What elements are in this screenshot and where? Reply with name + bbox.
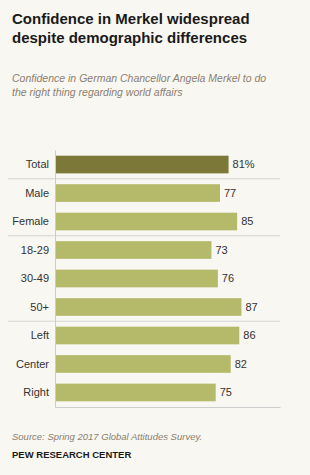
data-label: 85 bbox=[241, 215, 253, 227]
y-tick-label: Left bbox=[31, 329, 49, 341]
text-line: despite demographic differences bbox=[12, 29, 247, 46]
separator bbox=[8, 178, 280, 179]
y-tick: Right bbox=[23, 386, 55, 398]
y-axis-line bbox=[55, 151, 56, 408]
data-label: 76 bbox=[222, 272, 234, 284]
bar bbox=[55, 327, 239, 345]
plot: 81% 77 85 73 76 87 86 82 75 Total Male Female 18-29 3… bbox=[8, 151, 281, 408]
title: Confidence in Merkel widespread despite d… bbox=[12, 10, 250, 46]
x-axis-line bbox=[56, 407, 281, 408]
bar bbox=[55, 156, 229, 174]
bar bbox=[55, 298, 241, 316]
bar bbox=[55, 184, 220, 202]
y-tick-label: Right bbox=[23, 386, 49, 398]
y-tick: 18-29 bbox=[21, 244, 55, 256]
data-label: 73 bbox=[215, 244, 227, 256]
data-label: 77 bbox=[224, 187, 236, 199]
data-label: 87 bbox=[245, 301, 257, 313]
subtitle: Confidence in German Chancellor Angela M… bbox=[12, 72, 266, 98]
y-axis: Total Male Female 18-29 30-49 50+ Left Center Ri… bbox=[12, 151, 55, 408]
data-labels: 81% 77 85 73 76 87 86 82 75 bbox=[215, 158, 257, 398]
bar bbox=[55, 213, 237, 231]
y-tick: Female bbox=[12, 215, 55, 227]
x-axis bbox=[56, 407, 281, 408]
y-tick: Center bbox=[16, 357, 55, 369]
separators bbox=[8, 179, 280, 321]
bar bbox=[55, 384, 216, 402]
y-tick: Male bbox=[25, 187, 55, 199]
chart: Confidence in Merkel widespread despite d… bbox=[0, 0, 310, 475]
data-label: 86 bbox=[243, 329, 255, 341]
y-tick: 50+ bbox=[30, 301, 55, 313]
text-line: Confidence in Merkel widespread bbox=[12, 10, 250, 27]
bar bbox=[55, 241, 211, 259]
data-label: 82 bbox=[235, 358, 247, 370]
data-label: 75 bbox=[220, 386, 232, 398]
separator bbox=[8, 235, 280, 236]
source: Source: Spring 2017 Global Attitudes Sur… bbox=[12, 431, 202, 442]
y-tick-label: 30-49 bbox=[21, 272, 49, 284]
y-tick: Left bbox=[31, 329, 55, 341]
y-tick-label: Center bbox=[16, 357, 49, 369]
y-tick: Total bbox=[26, 158, 55, 170]
y-tick-label: Female bbox=[12, 215, 49, 227]
text-line: Confidence in German Chancellor Angela M… bbox=[12, 72, 266, 84]
text-line: the right thing regarding world affairs bbox=[12, 86, 183, 98]
bar bbox=[55, 270, 218, 288]
bar bbox=[55, 355, 231, 373]
y-tick-label: 50+ bbox=[30, 301, 49, 313]
y-tick: 30-49 bbox=[21, 272, 55, 284]
bars bbox=[55, 156, 241, 402]
y-tick-label: Male bbox=[25, 187, 49, 199]
y-tick-label: Total bbox=[26, 158, 49, 170]
footer: PEW RESEARCH CENTER bbox=[12, 449, 131, 460]
data-label: 81% bbox=[233, 158, 255, 170]
separator bbox=[8, 321, 280, 322]
y-tick-label: 18-29 bbox=[21, 244, 49, 256]
